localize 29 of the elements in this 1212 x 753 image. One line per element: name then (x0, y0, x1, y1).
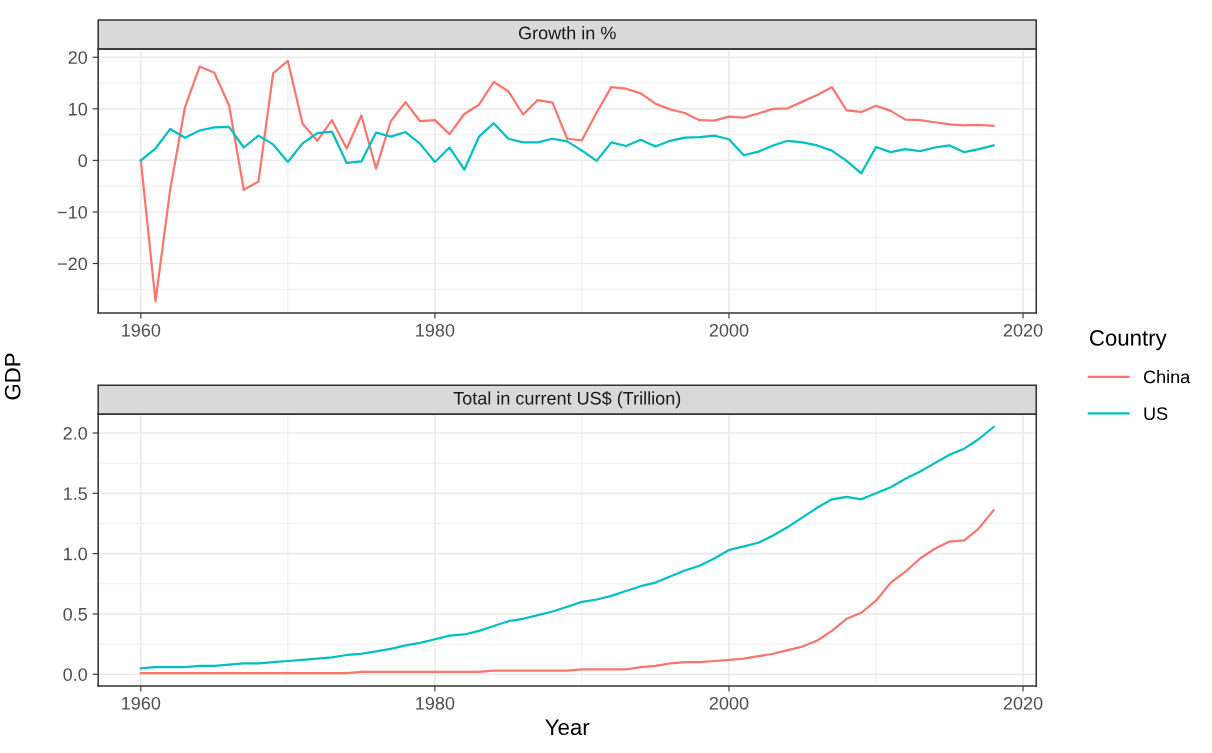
y-tick-label: 20 (68, 51, 88, 64)
x-axis-title: Year (545, 719, 590, 736)
legend-label: US (1144, 407, 1168, 420)
line-series (139, 425, 995, 670)
y-tick-label: 0 (78, 154, 88, 168)
x-tick-label: 2000 (709, 323, 749, 337)
x-tick-label: 1960 (122, 696, 161, 710)
x-tick-label: 1980 (416, 323, 455, 337)
line-series (139, 122, 995, 175)
x-tick-label: 2000 (709, 696, 749, 710)
y-tick-label: −10 (58, 205, 88, 219)
y-tick-label: 0.0 (63, 668, 88, 681)
line-series (139, 509, 995, 675)
x-tick-label: 2020 (1003, 696, 1043, 710)
chart-title: Growth in % (518, 26, 616, 40)
y-tick-label: 1.5 (64, 487, 87, 501)
y-tick-label: −20 (58, 257, 88, 271)
legend-label: China (1143, 370, 1191, 384)
x-tick-label: 2020 (1003, 323, 1043, 337)
y-axis-title: GDP (4, 353, 21, 400)
x-tick-label: 1980 (416, 696, 455, 710)
y-tick-label: 10 (69, 102, 88, 116)
x-tick-label: 1960 (122, 323, 161, 337)
legend-title: Country (1090, 330, 1167, 351)
line-series (139, 59, 995, 303)
chart-title: Total in current US$ (Trillion) (453, 391, 681, 409)
y-tick-label: 0.5 (63, 607, 87, 621)
y-tick-label: 1.0 (64, 547, 88, 561)
y-tick-label: 2.0 (63, 426, 88, 440)
